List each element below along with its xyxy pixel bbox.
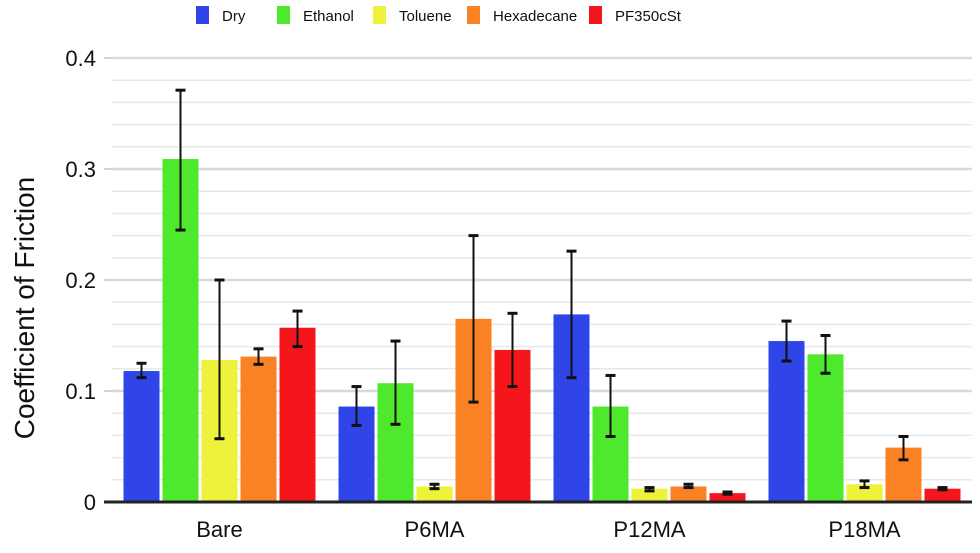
legend-item-toluene: Toluene	[373, 6, 452, 25]
y-tick-label: 0.4	[65, 46, 96, 71]
legend-swatch	[373, 6, 386, 24]
error-bar-pf350cst-bare	[292, 309, 303, 349]
legend: Dry Ethanol Toluene Hexadecane PF350cSt	[196, 6, 682, 25]
x-category-label: P12MA	[613, 517, 685, 542]
legend-item-ethanol: Ethanol	[277, 6, 354, 25]
bar-toluene-p18ma	[846, 484, 883, 501]
legend-swatch	[589, 6, 602, 24]
x-category-label: P6MA	[405, 517, 465, 542]
bar-dry-p18ma	[768, 341, 805, 501]
bar-pf350cst-bare	[279, 327, 316, 501]
legend-swatch	[467, 6, 480, 24]
y-tick-label: 0.1	[65, 379, 96, 404]
error-bar-pf350cst-p6ma	[507, 311, 518, 389]
error-bar-ethanol-bare	[175, 88, 186, 232]
y-axis-ticks: 0 0.1 0.2 0.3 0.4	[65, 46, 112, 515]
error-bar-toluene-p18ma	[859, 479, 870, 490]
legend-label: Hexadecane	[493, 8, 577, 25]
legend-item-hexadecane: Hexadecane	[467, 6, 577, 25]
error-bar-pf350cst-p18ma	[937, 486, 948, 492]
bar-hexadecane-p12ma	[670, 486, 707, 501]
error-bar-ethanol-p18ma	[820, 334, 831, 375]
error-bar-pf350cst-p12ma	[722, 490, 733, 496]
error-bar-dry-p6ma	[351, 385, 362, 427]
legend-item-pf350cst: PF350cSt	[589, 6, 682, 25]
bar-pf350cst-p18ma	[924, 488, 961, 501]
error-bar-ethanol-p6ma	[390, 339, 401, 426]
y-tick-label: 0.2	[65, 268, 96, 293]
y-tick-label: 0	[84, 490, 96, 515]
error-bar-dry-p12ma	[566, 249, 577, 380]
x-category-label: Bare	[196, 517, 242, 542]
error-bar-ethanol-p12ma	[605, 373, 616, 439]
legend-swatch	[277, 6, 290, 24]
bar-ethanol-p18ma	[807, 354, 844, 501]
error-bar-hexadecane-bare	[253, 347, 264, 366]
error-bar-hexadecane-p12ma	[683, 482, 694, 490]
error-bar-dry-bare	[136, 361, 147, 380]
bar-hexadecane-bare	[240, 356, 277, 501]
legend-item-dry: Dry	[196, 6, 246, 25]
y-axis-label: Coefficient of Friction	[9, 177, 40, 440]
error-bar-hexadecane-p6ma	[468, 234, 479, 404]
y-tick-label: 0.3	[65, 157, 96, 182]
error-bar-toluene-bare	[214, 278, 225, 441]
error-bar-toluene-p12ma	[644, 486, 655, 493]
error-bar-dry-p18ma	[781, 319, 792, 363]
bars	[123, 159, 961, 501]
legend-label: Dry	[222, 8, 246, 25]
legend-label: Toluene	[399, 8, 452, 25]
error-bar-hexadecane-p18ma	[898, 435, 909, 462]
error-bar-toluene-p6ma	[429, 482, 440, 491]
error-bars	[136, 88, 948, 496]
legend-label: PF350cSt	[615, 8, 682, 25]
bar-dry-bare	[123, 371, 160, 501]
bar-toluene-p6ma	[416, 486, 453, 501]
x-axis-categories: Bare P6MA P12MA P18MA	[196, 517, 901, 542]
bar-toluene-p12ma	[631, 488, 668, 501]
legend-swatch	[196, 6, 209, 24]
bar-pf350cst-p12ma	[709, 493, 746, 501]
x-category-label: P18MA	[828, 517, 900, 542]
legend-label: Ethanol	[303, 8, 354, 25]
